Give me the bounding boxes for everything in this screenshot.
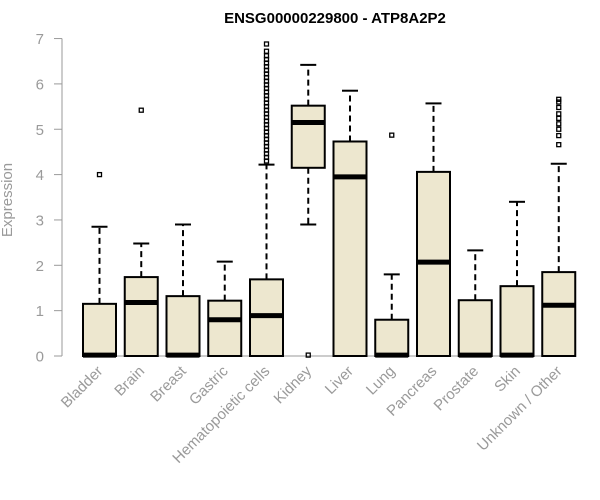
box-iqr bbox=[290, 104, 326, 169]
x-tick-label: Liver bbox=[322, 363, 357, 398]
box-iqr bbox=[82, 302, 117, 358]
box-iqr bbox=[499, 285, 535, 358]
x-tick-label: Kidney bbox=[271, 362, 316, 407]
outlier-point bbox=[389, 132, 395, 138]
box-gastric bbox=[207, 260, 243, 358]
y-axis-ticks: 0 1 2 3 4 5 6 7 bbox=[36, 31, 62, 366]
x-tick-label: Prostate bbox=[431, 363, 483, 415]
outlier-point bbox=[556, 121, 562, 127]
y-tick-label: 4 bbox=[36, 167, 44, 184]
chart-title: ENSG00000229800 - ATP8A2P2 bbox=[224, 10, 446, 27]
y-axis-label: Expression bbox=[0, 163, 16, 237]
outlier-point bbox=[305, 352, 311, 358]
outlier-point bbox=[556, 126, 562, 132]
outlier-point bbox=[556, 99, 562, 105]
outlier-point bbox=[96, 171, 103, 178]
outlier-point bbox=[556, 104, 562, 111]
box-lung bbox=[374, 132, 410, 358]
box-prostate bbox=[457, 249, 493, 358]
outlier-point bbox=[556, 115, 562, 122]
box-iqr bbox=[374, 318, 410, 357]
outlier-point bbox=[138, 107, 144, 113]
y-tick-label: 1 bbox=[36, 303, 44, 320]
box-iqr bbox=[123, 276, 159, 357]
outlier-point bbox=[556, 96, 562, 102]
outlier-point bbox=[556, 111, 562, 117]
outlier-point bbox=[263, 53, 270, 59]
y-tick-label: 7 bbox=[36, 31, 44, 48]
outlier-point bbox=[556, 132, 562, 139]
box-series bbox=[82, 41, 577, 358]
box-bladder bbox=[82, 171, 117, 358]
box-iqr bbox=[165, 295, 201, 357]
y-tick-label: 0 bbox=[36, 349, 44, 366]
outlier-point bbox=[263, 48, 270, 54]
x-tick-label: Skin bbox=[491, 363, 524, 396]
outlier-point bbox=[556, 142, 562, 148]
y-tick-label: 2 bbox=[36, 258, 44, 275]
box-iqr bbox=[541, 271, 577, 358]
x-tick-label: Bladder bbox=[58, 363, 107, 412]
y-tick-label: 5 bbox=[36, 122, 44, 139]
box-pancreas bbox=[416, 102, 451, 357]
x-tick-label: Breast bbox=[147, 362, 190, 405]
box-iqr bbox=[207, 299, 243, 358]
box-hematopoietic-cells bbox=[249, 41, 284, 357]
box-liver bbox=[332, 89, 368, 357]
box-skin bbox=[499, 200, 535, 358]
box-breast bbox=[165, 223, 201, 358]
x-tick-label: Lung bbox=[363, 363, 399, 399]
box-unknown-other bbox=[541, 96, 577, 358]
outlier-point bbox=[263, 41, 270, 47]
x-tick-label: Brain bbox=[111, 363, 148, 400]
y-tick-label: 3 bbox=[36, 212, 44, 229]
box-kidney bbox=[290, 63, 326, 358]
box-brain bbox=[123, 107, 159, 357]
box-iqr bbox=[457, 299, 493, 358]
y-tick-label: 6 bbox=[36, 76, 44, 93]
box-iqr bbox=[332, 140, 368, 357]
